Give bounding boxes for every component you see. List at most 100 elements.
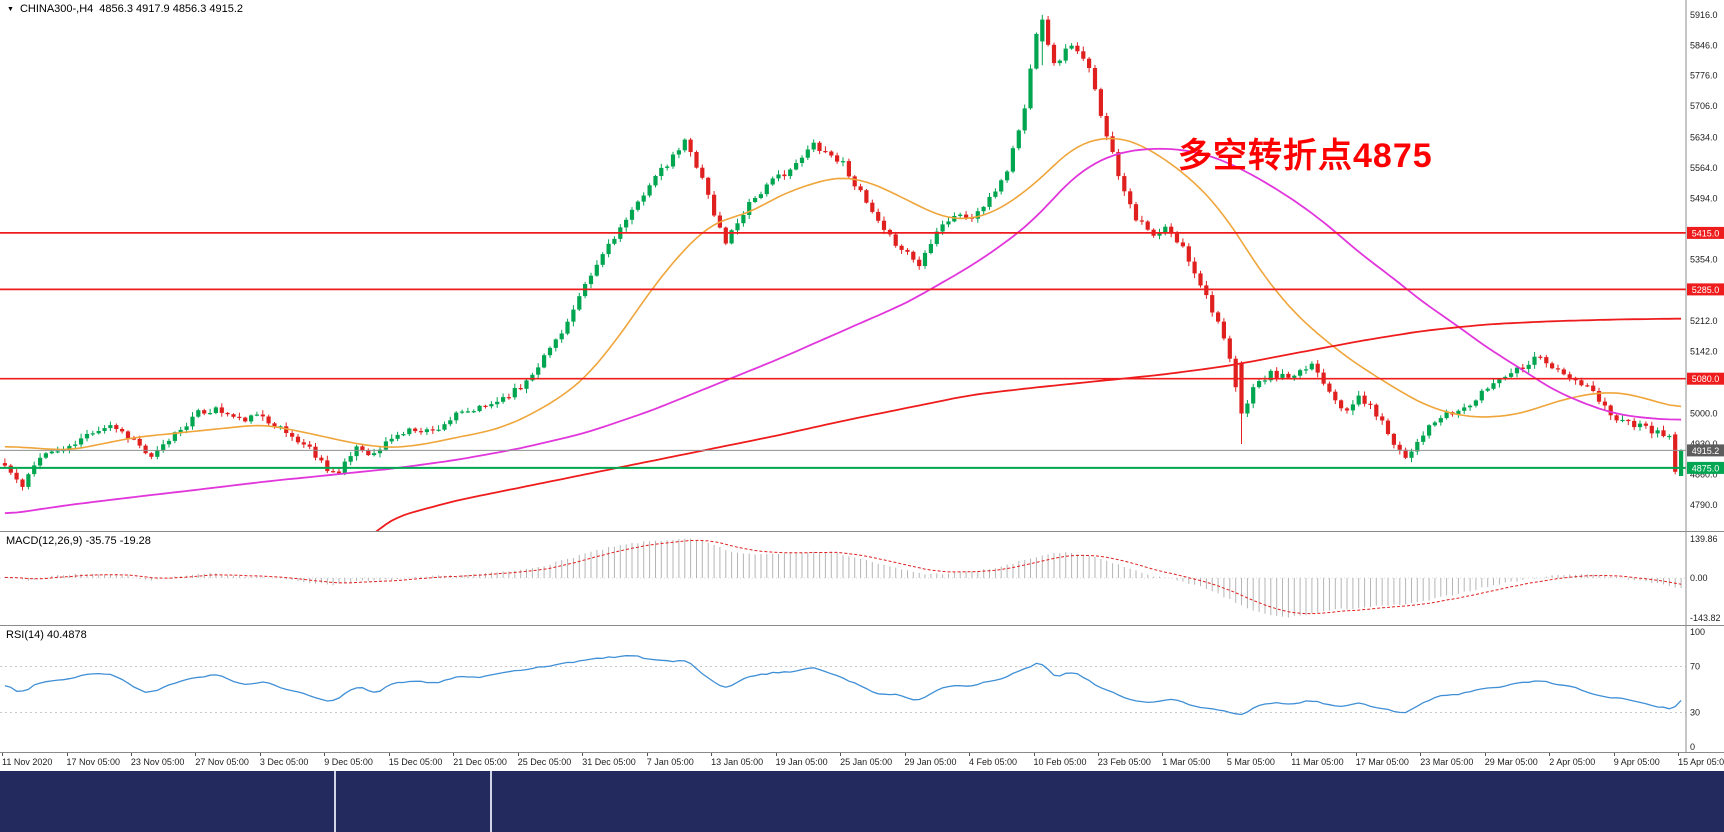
svg-text:5285.0: 5285.0 <box>1692 285 1720 295</box>
macd-axis-label: 139.86 <box>1690 534 1718 544</box>
time-axis-tick <box>388 753 390 756</box>
time-label: 7 Jan 05:00 <box>646 757 694 767</box>
price-axis-label: 4860.0 <box>1690 469 1718 479</box>
time-label: 15 Apr 05:00 <box>1678 757 1724 767</box>
time-axis-tick <box>1613 753 1615 756</box>
ma-line-fast-ma <box>4 137 1682 451</box>
panel-divider[interactable] <box>0 531 1724 532</box>
macd-histogram <box>4 538 1682 618</box>
time-label: 29 Jan 05:00 <box>904 757 957 767</box>
ma-line-slow-ma <box>375 317 1682 531</box>
time-label: 31 Dec 05:00 <box>582 757 636 767</box>
time-axis-tick <box>711 753 713 756</box>
time-axis-tick <box>130 753 132 756</box>
price-axis-label: 5776.0 <box>1690 71 1718 81</box>
time-axis-tick <box>582 753 584 756</box>
time-axis-tick <box>1549 753 1551 756</box>
annotation-text[interactable]: 多空转折点4875 <box>1178 137 1433 175</box>
time-axis-tick <box>1355 753 1357 756</box>
panel-divider[interactable] <box>0 625 1724 626</box>
bottom-bar-divider <box>334 771 336 832</box>
time-axis-tick <box>259 753 261 756</box>
price-badge: 4915.2 <box>1687 444 1724 457</box>
chart-header: ▼ CHINA300-,H4 4856.3 4917.9 4856.3 4915… <box>7 3 243 15</box>
bottom-bar-divider <box>490 771 492 832</box>
time-axis-tick <box>66 753 68 756</box>
time-label: 17 Nov 05:00 <box>66 757 121 767</box>
time-axis-tick <box>517 753 519 756</box>
price-axis-label: 5706.0 <box>1690 101 1718 111</box>
time-axis-tick <box>1420 753 1422 756</box>
time-axis-tick <box>1226 753 1228 756</box>
time-axis-tick <box>1484 753 1486 756</box>
time-axis-tick <box>904 753 906 756</box>
bottom-bar <box>0 771 1724 832</box>
price-chart-canvas[interactable]: 5916.0 5846.0 5776.0 5706.0 5634.0 5564.0 5494… <box>0 0 1724 531</box>
macd-panel[interactable]: 139.86 0.00 -143.82 MACD(12,26,9) -35.75 -… <box>0 532 1724 625</box>
time-axis-tick <box>2 753 3 756</box>
svg-text:5080.0: 5080.0 <box>1692 374 1720 384</box>
time-axis-tick <box>969 753 970 756</box>
time-axis-tick <box>1033 753 1035 756</box>
time-label: 9 Apr 05:00 <box>1613 757 1660 767</box>
time-axis-tick <box>775 753 777 756</box>
macd-canvas: 139.86 0.00 -143.82 <box>0 532 1721 625</box>
time-label: 3 Dec 05:00 <box>259 757 309 767</box>
price-badge: 5080.0 <box>1687 372 1724 385</box>
time-label: 27 Nov 05:00 <box>195 757 249 767</box>
time-axis-tick <box>195 753 197 756</box>
price-axis-label: 4930.0 <box>1690 439 1718 449</box>
chart-dropdown-icon[interactable]: ▼ <box>7 5 14 13</box>
panel-divider <box>0 752 1724 753</box>
time-label: 23 Mar 05:00 <box>1420 757 1474 767</box>
time-label: 10 Feb 05:00 <box>1033 757 1087 767</box>
price-axis-label: 4790.0 <box>1690 500 1718 510</box>
candlestick-series <box>2 14 1684 491</box>
price-chart-panel[interactable]: 5916.0 5846.0 5776.0 5706.0 5634.0 5564.0 5494… <box>0 0 1724 531</box>
price-axis-label: 5564.0 <box>1690 163 1718 173</box>
time-axis-tick <box>1291 753 1293 756</box>
time-axis-tick <box>324 753 326 756</box>
time-label: 13 Jan 05:00 <box>711 757 764 767</box>
rsi-axis-label: 100 <box>1690 627 1705 637</box>
rsi-label: RSI(14) 40.4878 <box>6 629 87 641</box>
price-axis-label: 5354.0 <box>1690 254 1718 264</box>
time-label: 11 Mar 05:00 <box>1291 757 1344 767</box>
chart-ohlc-values: 4856.3 4917.9 4856.3 4915.2 <box>99 3 244 15</box>
price-axis-label: 5142.0 <box>1690 347 1718 357</box>
time-label: 19 Jan 05:00 <box>775 757 828 767</box>
svg-text:4875.0: 4875.0 <box>1692 463 1720 473</box>
time-label: 15 Dec 05:00 <box>388 757 443 767</box>
macd-axis-label: -143.82 <box>1690 613 1721 623</box>
time-label: 4 Feb 05:00 <box>969 757 1018 767</box>
price-axis-label: 5634.0 <box>1690 133 1718 143</box>
time-label: 25 Dec 05:00 <box>517 757 572 767</box>
price-axis-label: 5916.0 <box>1690 10 1718 20</box>
time-axis-tick <box>1162 753 1164 756</box>
rsi-canvas: 100 70 30 0 <box>0 626 1705 752</box>
time-axis-tick <box>1097 753 1099 756</box>
price-axis-label: 5846.0 <box>1690 40 1718 50</box>
time-label: 21 Dec 05:00 <box>453 757 507 767</box>
time-label: 5 Mar 05:00 <box>1226 757 1275 767</box>
macd-label: MACD(12,26,9) -35.75 -19.28 <box>6 535 151 547</box>
time-label: 1 Mar 05:00 <box>1162 757 1211 767</box>
rsi-line <box>4 655 1682 716</box>
price-badge: 5285.0 <box>1687 283 1724 296</box>
time-label: 11 Nov 2020 <box>2 757 53 767</box>
time-label: 25 Jan 05:00 <box>840 757 893 767</box>
price-badge: 5415.0 <box>1687 226 1724 239</box>
time-label: 9 Dec 05:00 <box>324 757 373 767</box>
rsi-panel[interactable]: 100 70 30 0 RSI(14) 40.4878 <box>0 626 1724 752</box>
ma-line-mid-ma <box>4 147 1682 515</box>
macd-axis-label: 0.00 <box>1690 573 1708 583</box>
time-axis-tick <box>646 753 648 756</box>
rsi-axis-label: 30 <box>1690 708 1700 718</box>
time-label: 23 Feb 05:00 <box>1097 757 1151 767</box>
time-axis-tick <box>840 753 842 756</box>
time-label: 23 Nov 05:00 <box>130 757 185 767</box>
chart-symbol-period: CHINA300-,H4 <box>19 3 94 15</box>
time-axis[interactable]: 11 Nov 2020 17 Nov 05:00 23 Nov 05:00 27 No… <box>0 753 1724 771</box>
time-label: 17 Mar 05:00 <box>1355 757 1409 767</box>
